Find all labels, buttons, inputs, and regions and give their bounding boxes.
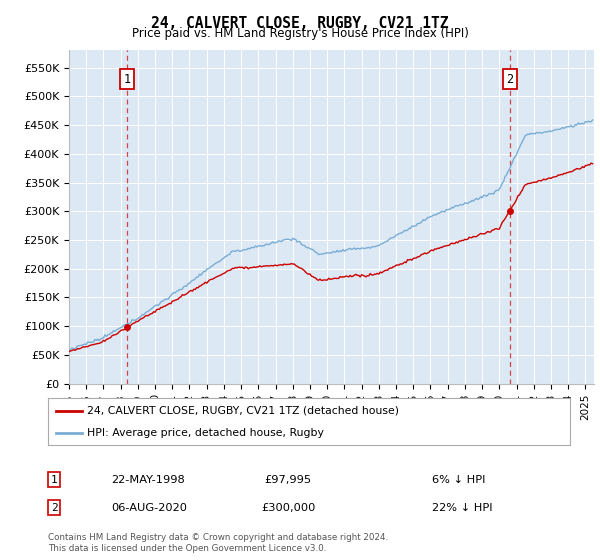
Text: Contains HM Land Registry data © Crown copyright and database right 2024.
This d: Contains HM Land Registry data © Crown c… — [48, 533, 388, 553]
Text: HPI: Average price, detached house, Rugby: HPI: Average price, detached house, Rugb… — [87, 428, 324, 438]
Text: 24, CALVERT CLOSE, RUGBY, CV21 1TZ (detached house): 24, CALVERT CLOSE, RUGBY, CV21 1TZ (deta… — [87, 406, 399, 416]
Text: 22% ↓ HPI: 22% ↓ HPI — [432, 503, 493, 513]
Text: Price paid vs. HM Land Registry's House Price Index (HPI): Price paid vs. HM Land Registry's House … — [131, 27, 469, 40]
Text: 22-MAY-1998: 22-MAY-1998 — [111, 475, 185, 485]
Text: £97,995: £97,995 — [265, 475, 311, 485]
Text: 2: 2 — [506, 73, 513, 86]
Text: £300,000: £300,000 — [261, 503, 315, 513]
Text: 24, CALVERT CLOSE, RUGBY, CV21 1TZ: 24, CALVERT CLOSE, RUGBY, CV21 1TZ — [151, 16, 449, 31]
Text: 1: 1 — [124, 73, 131, 86]
Text: 06-AUG-2020: 06-AUG-2020 — [111, 503, 187, 513]
Text: 2: 2 — [50, 503, 58, 513]
Text: 1: 1 — [50, 475, 58, 485]
Text: 6% ↓ HPI: 6% ↓ HPI — [432, 475, 485, 485]
